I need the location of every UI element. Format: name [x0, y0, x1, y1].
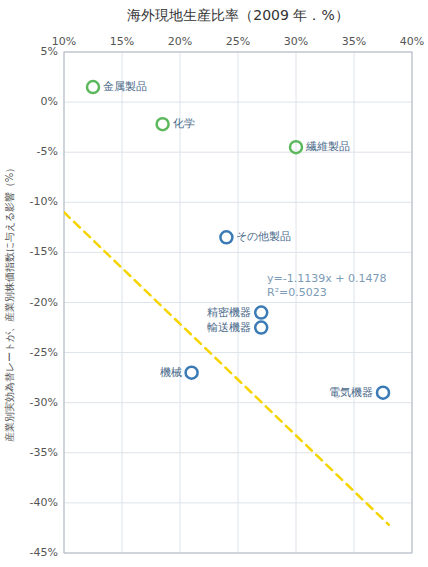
point [87, 81, 99, 93]
chart: 10%15%20%25%30%35%40%5%0%-5%-10%-15%-20%… [0, 0, 428, 567]
y-grid-line [64, 402, 412, 403]
y-axis-label: 産業別実効為替レートが、産業別株価指数に与える影響（%） [4, 163, 15, 443]
title: 海外現地生産比率（2009 年．%） [127, 7, 348, 23]
y-tick-label: -10% [30, 195, 58, 208]
y-grid-line [64, 352, 412, 353]
trend-line [64, 212, 389, 525]
point [157, 118, 169, 130]
y-tick-label: -40% [30, 496, 58, 509]
point-label: 電気機器 [329, 386, 373, 399]
point-label: その他製品 [236, 230, 291, 243]
y-tick-label: -15% [30, 245, 58, 258]
plot-frame [64, 52, 412, 553]
point [220, 231, 232, 243]
x-tick-label: 25% [226, 35, 250, 48]
y-grid-line [64, 502, 412, 503]
point-label: 精密機器 [207, 306, 251, 319]
y-grid-line [64, 452, 412, 453]
x-tick-label: 15% [110, 35, 134, 48]
annotation: y=-1.1139x + 0.1478R²=0.5023 [267, 272, 386, 299]
point [186, 367, 198, 379]
y-grid-line [64, 302, 412, 303]
grid [64, 52, 412, 553]
y-grid-line [64, 102, 412, 103]
y-tick-label: 0% [41, 95, 58, 108]
point [377, 387, 389, 399]
y-tick-label: -25% [30, 346, 58, 359]
point-label: 機械 [160, 366, 182, 379]
point [290, 141, 302, 153]
point [255, 307, 267, 319]
x-tick-label: 40% [400, 35, 424, 48]
y-grid-line [64, 252, 412, 253]
point-label: 繊維製品 [305, 140, 350, 153]
y-tick-label: -5% [37, 145, 58, 158]
x-tick-label: 30% [284, 35, 308, 48]
y-grid-line [64, 152, 412, 153]
point [255, 322, 267, 334]
y-tick-label: -35% [30, 446, 58, 459]
point-label: 金属製品 [103, 80, 147, 93]
point-label: 化学 [173, 117, 195, 130]
plot-area [64, 81, 389, 525]
y-tick-label: -45% [30, 546, 58, 559]
point-labels: 金属製品化学繊維製品その他製品精密機器輸送機器機械電気機器 [103, 80, 373, 399]
x-tick-label: 20% [168, 35, 192, 48]
y-tick-label: 5% [41, 45, 58, 58]
point-label: 輸送機器 [207, 321, 251, 334]
y-grid-line [64, 202, 412, 203]
x-tick-label: 35% [342, 35, 366, 48]
annotation-line: R²=0.5023 [267, 286, 327, 299]
y-tick-label: -30% [30, 396, 58, 409]
y-tick-label: -20% [30, 296, 58, 309]
annotation-line: y=-1.1139x + 0.1478 [267, 272, 386, 285]
